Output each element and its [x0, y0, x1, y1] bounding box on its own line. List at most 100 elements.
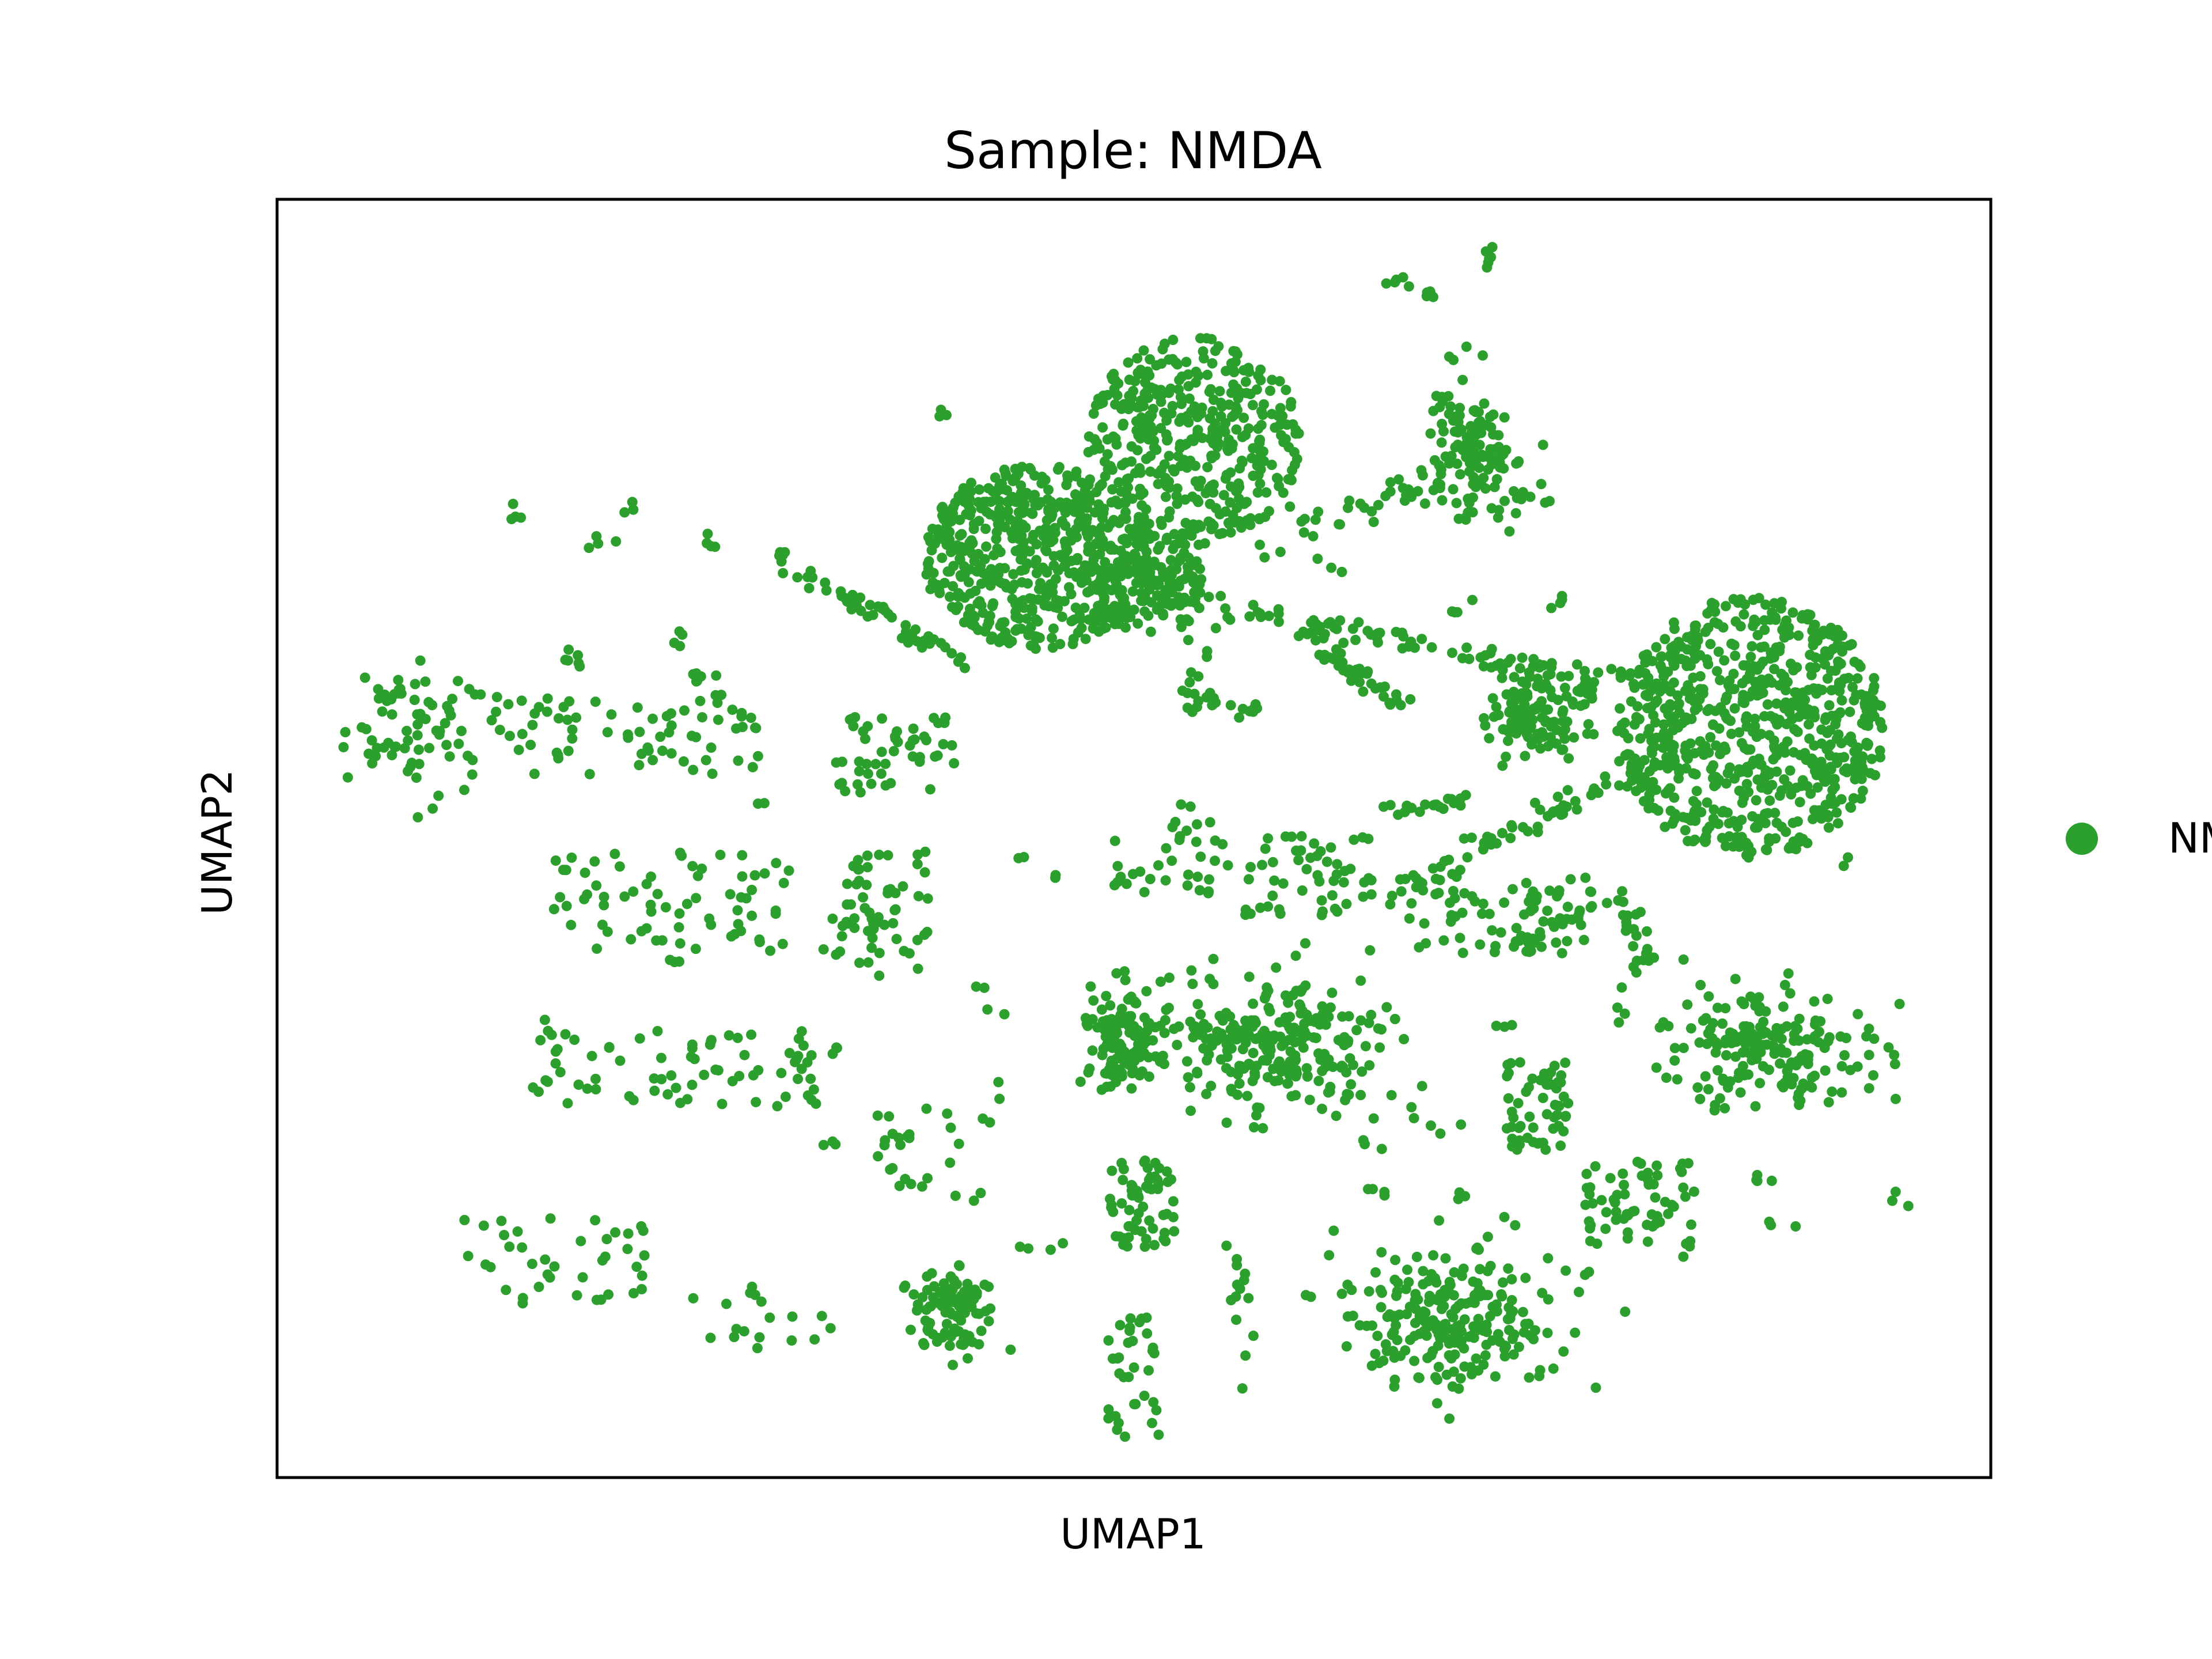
data-point	[786, 1335, 797, 1346]
data-point	[1725, 1027, 1736, 1038]
data-point	[700, 755, 711, 766]
data-point	[1124, 1018, 1135, 1029]
data-point	[1497, 1291, 1508, 1302]
data-point	[1808, 683, 1819, 694]
data-point	[1535, 804, 1546, 815]
data-point	[1154, 1162, 1165, 1173]
data-point	[1208, 979, 1219, 990]
data-point	[1221, 1063, 1232, 1074]
data-point	[1632, 1157, 1643, 1167]
data-point	[628, 504, 639, 515]
data-point	[1431, 391, 1442, 402]
data-point	[1793, 1092, 1804, 1103]
data-point	[1468, 1276, 1479, 1287]
data-point	[885, 884, 896, 895]
data-point	[1103, 1413, 1114, 1424]
data-point	[1764, 795, 1775, 806]
data-point	[1111, 439, 1122, 450]
data-point	[1822, 810, 1833, 820]
data-point	[1532, 673, 1543, 684]
data-point	[1043, 484, 1054, 495]
data-point	[1521, 946, 1532, 957]
data-point	[1017, 461, 1028, 472]
data-point	[1563, 671, 1574, 681]
data-point	[968, 524, 979, 535]
data-point	[1069, 567, 1080, 578]
data-point	[1694, 694, 1705, 705]
data-point	[1105, 540, 1116, 551]
data-point	[1313, 1075, 1324, 1086]
data-point	[993, 1077, 1004, 1088]
data-point	[1264, 1044, 1275, 1055]
data-point	[513, 744, 524, 755]
data-point	[1449, 1267, 1460, 1278]
data-point	[533, 702, 544, 713]
data-point	[1536, 479, 1547, 490]
data-point	[1703, 991, 1714, 1002]
data-point	[938, 738, 949, 749]
data-point	[1273, 1075, 1284, 1086]
data-point	[937, 552, 948, 563]
data-point	[1681, 813, 1692, 823]
data-point	[571, 1290, 582, 1301]
data-point	[1145, 626, 1156, 637]
data-point	[1147, 1223, 1158, 1234]
data-point	[1366, 1360, 1377, 1371]
data-point	[1325, 842, 1336, 853]
data-point	[567, 724, 578, 735]
data-point	[1868, 1070, 1878, 1081]
data-point	[1450, 1304, 1461, 1314]
data-point	[1611, 1214, 1622, 1225]
data-point	[906, 1324, 916, 1335]
data-point	[1007, 533, 1018, 544]
data-point	[1669, 1043, 1680, 1054]
data-point	[1168, 335, 1179, 345]
data-point	[818, 1139, 829, 1150]
data-point	[1823, 1036, 1834, 1047]
data-point	[1444, 458, 1455, 469]
y-axis-label: UMAP2	[193, 769, 241, 915]
data-point	[1546, 658, 1557, 669]
data-point	[1490, 941, 1501, 952]
data-point	[441, 740, 452, 751]
data-point	[1628, 961, 1639, 972]
data-point	[420, 676, 431, 687]
data-point	[752, 751, 763, 762]
data-point	[747, 910, 757, 921]
data-point	[1036, 478, 1047, 489]
data-point	[1688, 836, 1699, 847]
data-point	[1230, 1022, 1241, 1033]
data-point	[1734, 727, 1745, 738]
data-point	[994, 496, 1005, 506]
data-point	[1863, 1083, 1874, 1094]
data-point	[1474, 1244, 1484, 1255]
data-point	[1601, 779, 1612, 790]
data-point	[945, 1157, 956, 1168]
data-point	[1497, 828, 1508, 839]
data-point	[507, 498, 518, 509]
data-point	[791, 1054, 802, 1065]
data-point	[1146, 597, 1157, 608]
data-point	[1849, 793, 1859, 804]
data-point	[1107, 374, 1118, 385]
data-point	[1275, 547, 1286, 558]
data-point	[1285, 501, 1296, 512]
data-point	[914, 756, 925, 767]
data-point	[1328, 1225, 1339, 1236]
data-point	[1141, 986, 1152, 997]
data-point	[1718, 1073, 1728, 1084]
data-point	[1478, 899, 1488, 909]
data-point	[847, 589, 858, 600]
data-point	[1373, 637, 1383, 648]
data-point	[1103, 1404, 1114, 1415]
data-point	[1614, 756, 1625, 767]
data-point	[1494, 505, 1505, 516]
data-point	[1681, 1238, 1692, 1249]
data-point	[1025, 640, 1036, 651]
data-point	[1758, 1040, 1768, 1051]
data-point	[1596, 1195, 1607, 1206]
data-point	[1725, 762, 1735, 773]
data-point	[1327, 1062, 1338, 1072]
data-point	[1114, 1064, 1125, 1075]
data-point	[1225, 614, 1236, 625]
